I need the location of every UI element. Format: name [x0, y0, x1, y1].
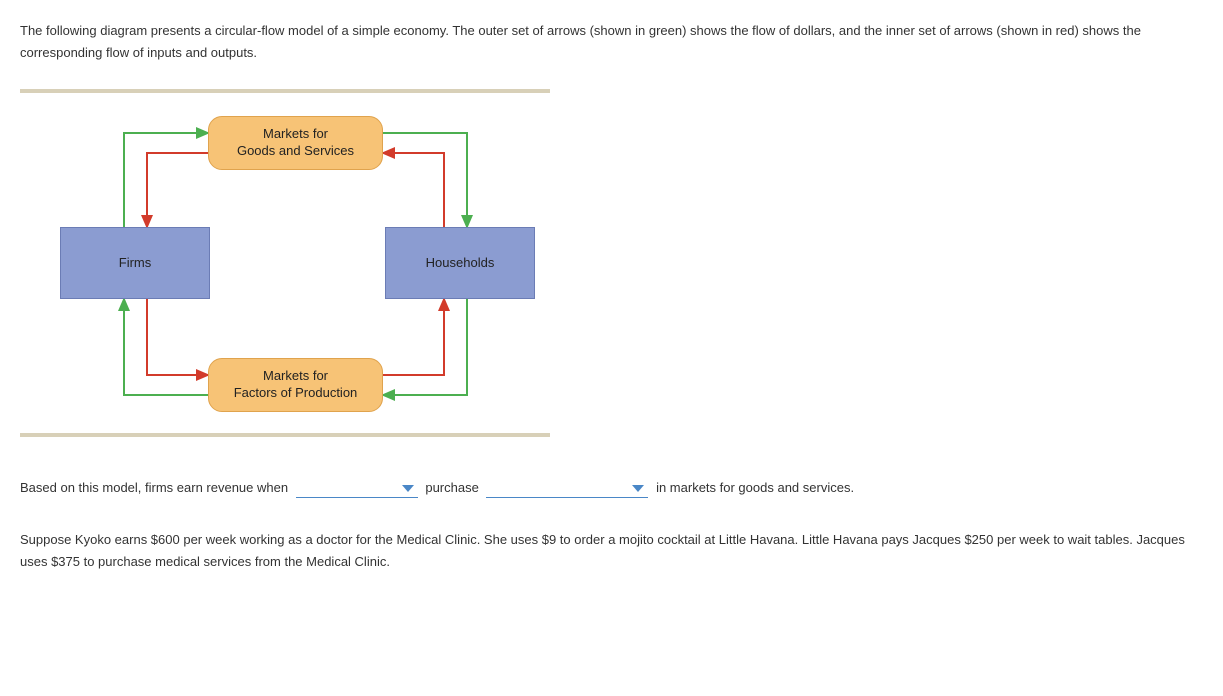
intro-paragraph: The following diagram presents a circula…	[20, 20, 1200, 64]
frame-bottom-rule	[20, 433, 550, 437]
node-markets-goods-services: Markets forGoods and Services	[208, 116, 383, 170]
scenario-paragraph: Suppose Kyoko earns $600 per week workin…	[20, 529, 1200, 573]
node-label: Households	[426, 252, 495, 274]
q1-suffix: in markets for goods and services.	[656, 480, 854, 495]
q1-prefix: Based on this model, firms earn revenue …	[20, 480, 288, 495]
node-markets-factors: Markets forFactors of Production	[208, 358, 383, 412]
question-1: Based on this model, firms earn revenue …	[20, 477, 1200, 499]
node-households: Households	[385, 227, 535, 299]
node-label: Markets forGoods and Services	[237, 126, 354, 160]
chevron-down-icon	[632, 485, 644, 492]
diagram-frame: Markets forGoods and Services Markets fo…	[20, 89, 550, 437]
node-label: Firms	[119, 252, 152, 274]
chevron-down-icon	[402, 485, 414, 492]
circular-flow-diagram: Markets forGoods and Services Markets fo…	[20, 93, 550, 433]
node-firms: Firms	[60, 227, 210, 299]
question-block: Based on this model, firms earn revenue …	[20, 477, 1200, 573]
q1-dropdown-2[interactable]	[486, 479, 648, 498]
node-label: Markets forFactors of Production	[234, 368, 358, 402]
q1-mid: purchase	[425, 480, 478, 495]
q1-dropdown-1[interactable]	[296, 479, 418, 498]
